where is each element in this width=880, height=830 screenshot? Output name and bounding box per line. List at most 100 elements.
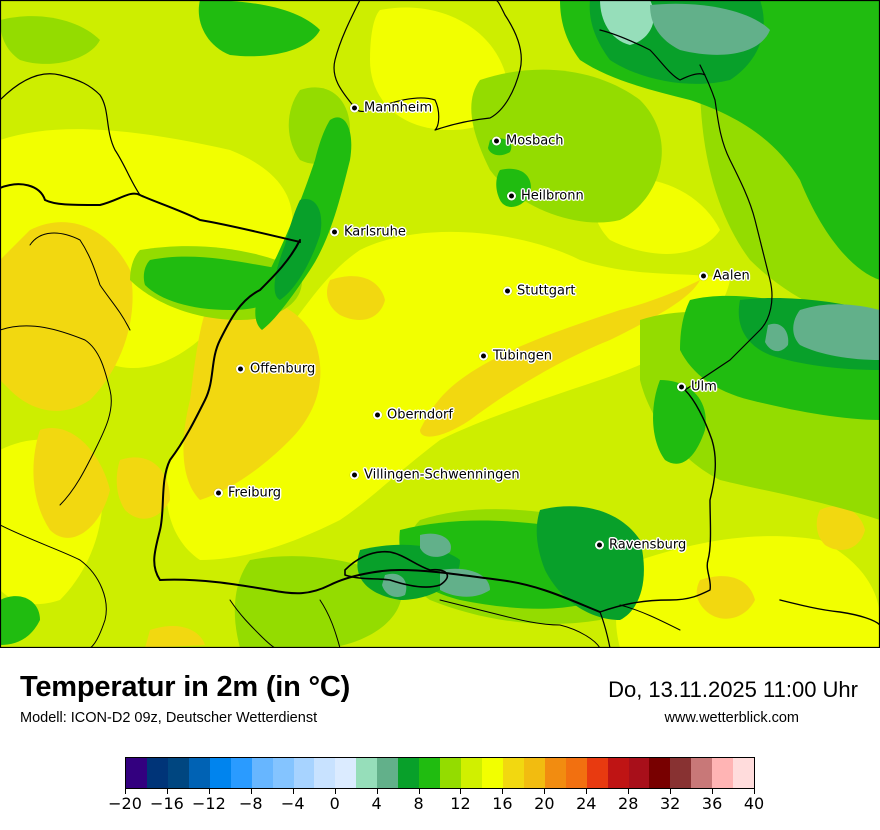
city-label: Heilbronn [521, 188, 584, 204]
colorbar-segment [544, 758, 566, 788]
colorbar-segment [419, 758, 441, 788]
city-marker: Villingen-Schwenningen [350, 468, 520, 483]
colorbar-segment [461, 758, 482, 788]
city-marker: Karlsruhe [330, 225, 406, 240]
colorbar-segment [251, 758, 273, 788]
tick-mark [544, 789, 546, 794]
city-label: Tübingen [493, 348, 552, 364]
valid-datetime: Do, 13.11.2025 11:00 Uhr [608, 677, 858, 702]
city-label: Mosbach [506, 133, 564, 149]
city-label: Ulm [691, 379, 717, 395]
city-label: Oberndorf [387, 407, 453, 423]
website-link[interactable]: www.wetterblick.com [664, 710, 799, 726]
colorbar-segment [356, 758, 378, 788]
colorbar-segment [188, 758, 210, 788]
city-dot-icon [699, 271, 708, 281]
city-label: Karlsruhe [344, 224, 406, 240]
tick-mark [712, 789, 714, 794]
city-dot-icon [503, 286, 512, 296]
tick-label: −4 [280, 794, 305, 813]
city-dot-icon [214, 488, 223, 498]
colorbar-segment [377, 758, 399, 788]
colorbar-ticks: −20 −16 −12 −8 −4 0 4 8 12 16 20 24 28 32 36 40 [108, 789, 764, 819]
city-marker: Tübingen [479, 349, 552, 364]
city-marker: Aalen [699, 269, 750, 284]
tick-label: −16 [150, 794, 184, 813]
colorbar-segment [230, 758, 252, 788]
tick-label: −8 [239, 794, 263, 813]
city-dot-icon [236, 364, 245, 374]
colorbar-segment [146, 758, 168, 788]
tick-mark [292, 789, 294, 794]
city-dot-icon [507, 191, 516, 201]
city-label: Aalen [713, 268, 750, 284]
city-dot-icon [479, 351, 488, 361]
tick-mark [502, 789, 504, 794]
tick-mark [125, 789, 126, 794]
tick-mark [166, 789, 168, 794]
tick-mark [376, 789, 378, 794]
temperature-map: Mannheim Mosbach Heilbronn Karlsruhe Aalen St… [0, 0, 880, 648]
colorbar-segment [670, 758, 692, 788]
tick-label: −20 [108, 794, 142, 813]
colorbar-segment [272, 758, 294, 788]
colorbar-segment [628, 758, 650, 788]
city-label: Villingen-Schwenningen [364, 467, 520, 483]
colorbar-segment [607, 758, 629, 788]
city-marker: Stuttgart [503, 284, 575, 299]
tick-mark [460, 789, 462, 794]
city-dot-icon [350, 103, 359, 113]
city-marker: Freiburg [214, 486, 281, 501]
city-marker: Mannheim [350, 101, 432, 116]
tick-mark [418, 789, 420, 794]
city-dot-icon [492, 136, 501, 146]
city-marker: Ulm [677, 380, 717, 395]
tick-label: 32 [659, 794, 681, 813]
map-title: Temperatur in 2m (in °C) [20, 671, 351, 703]
colorbar-segment [586, 758, 608, 788]
tick-mark [628, 789, 630, 794]
colorbar-segment [126, 758, 147, 788]
colorbar-segment [523, 758, 545, 788]
colorbar-segment [733, 758, 755, 788]
tick-mark [754, 789, 755, 794]
tick-label: 16 [492, 794, 513, 813]
city-label: Mannheim [364, 100, 433, 116]
colorbar-segment [691, 758, 713, 788]
tick-label: 12 [450, 794, 471, 813]
colorbar-segment [167, 758, 189, 788]
tick-mark [208, 789, 210, 794]
colorbar-segment [314, 758, 336, 788]
tick-mark [334, 789, 336, 794]
tick-mark [250, 789, 252, 794]
tick-label: 0 [329, 794, 340, 813]
tick-mark [586, 789, 588, 794]
city-marker: Offenburg [236, 362, 315, 377]
colorbar-segment [398, 758, 420, 788]
city-label: Stuttgart [517, 283, 576, 299]
colorbar-segment [712, 758, 734, 788]
city-label: Ravensburg [609, 537, 687, 553]
city-marker: Ravensburg [595, 538, 686, 553]
tick-label: 8 [413, 794, 424, 813]
model-subtitle: Modell: ICON-D2 09z, Deutscher Wetterdie… [20, 710, 318, 726]
city-dot-icon [373, 410, 382, 420]
city-dot-icon [350, 470, 359, 480]
city-dot-icon [677, 382, 686, 392]
city-marker: Heilbronn [507, 189, 584, 204]
tick-label: −12 [191, 794, 226, 813]
colorbar-segment [481, 758, 503, 788]
tick-label: 24 [576, 794, 597, 813]
colorbar-segment [335, 758, 357, 788]
map-layer [0, 0, 880, 648]
temperature-colorbar [125, 757, 755, 789]
colorbar-segment [209, 758, 231, 788]
city-marker: Mosbach [492, 134, 564, 149]
tick-label: 4 [371, 794, 382, 813]
city-label: Freiburg [228, 485, 282, 501]
colorbar-segment [293, 758, 315, 788]
city-marker: Oberndorf [373, 408, 453, 423]
city-dot-icon [330, 227, 339, 237]
colorbar-segment [440, 758, 461, 788]
tick-label: 36 [701, 794, 723, 813]
